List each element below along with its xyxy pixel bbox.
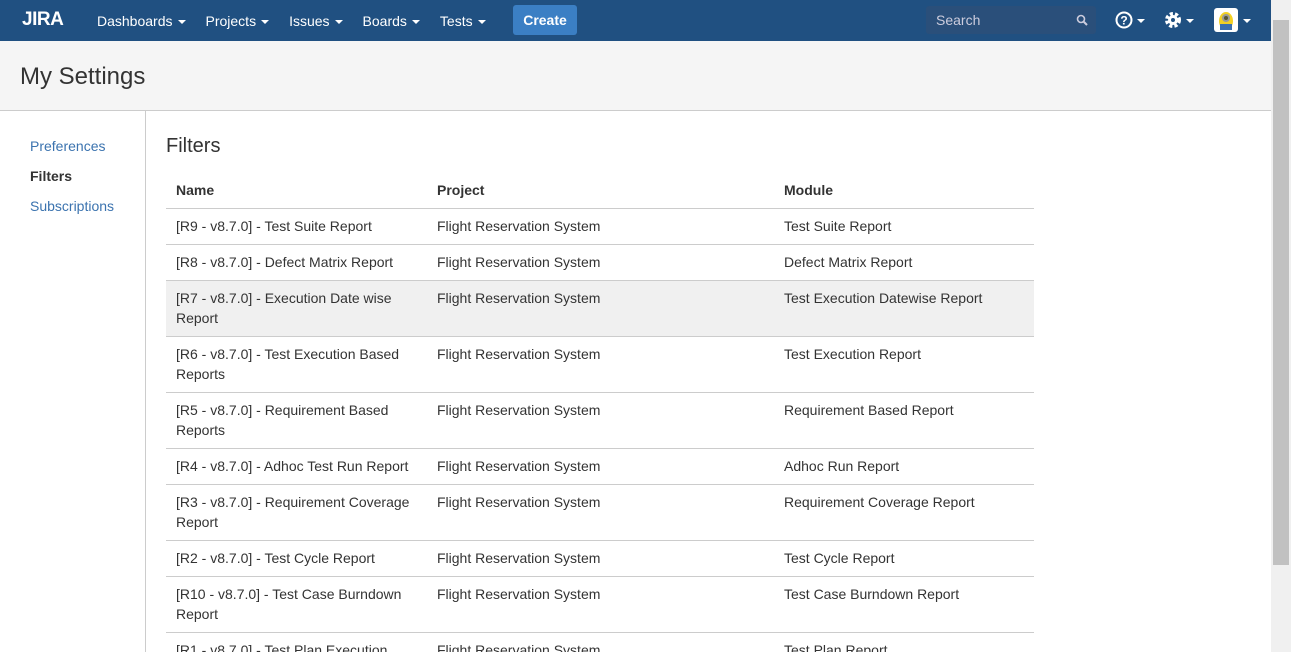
table-cell: Test Cycle Report [774,540,1034,577]
create-button[interactable]: Create [513,5,577,35]
table-cell: Defect Matrix Report [774,244,1034,281]
table-cell: Flight Reservation System [427,336,774,393]
table-cell: [R1 - v8.7.0] - Test Plan Execution [166,632,427,652]
logo[interactable]: JIRA [22,9,64,30]
table-row[interactable]: [R1 - v8.7.0] - Test Plan Execution Fligh… [166,632,1034,652]
nav-menu[interactable]: Tests [440,13,486,29]
table-cell: Test Execution Datewise Report [774,280,1034,337]
column-header: Module [774,173,1034,209]
section-title: Filters [166,135,221,157]
scroll-thumb[interactable] [1273,20,1289,565]
svg-text:?: ? [1120,14,1127,28]
table-row[interactable]: [R8 - v8.7.0] - Defect Matrix Report Flig… [166,244,1034,281]
table-cell: [R7 - v8.7.0] - Execution Date wise Repo… [166,280,427,337]
table-cell: Adhoc Run Report [774,448,1034,485]
table-cell: Test Case Burndown Report [774,576,1034,633]
table-row[interactable]: [R5 - v8.7.0] - Requirement Based Report… [166,392,1034,449]
nav-menu[interactable]: Issues [289,13,342,29]
top-nav: JIRA Dashboards Projects Issues Boards Tests… [0,0,1271,41]
table-row[interactable]: [R9 - v8.7.0] - Test Suite Report Flight … [166,208,1034,245]
table-cell: [R6 - v8.7.0] - Test Execution Based Rep… [166,336,427,393]
table-cell: [R10 - v8.7.0] - Test Case Burndown Repo… [166,576,427,633]
table-row[interactable]: [R6 - v8.7.0] - Test Execution Based Rep… [166,336,1034,393]
table-cell: Flight Reservation System [427,280,774,337]
table-cell: Flight Reservation System [427,392,774,449]
table-cell: Flight Reservation System [427,448,774,485]
scrollbar[interactable] [1271,0,1291,652]
table-cell: Flight Reservation System [427,208,774,245]
table-cell: Requirement Coverage Report [774,484,1034,541]
table-cell: Test Plan Report [774,632,1034,652]
table-cell: [R8 - v8.7.0] - Defect Matrix Report [166,244,427,281]
sidebar-link[interactable]: Subscriptions [30,198,115,214]
page-title: My Settings [20,63,146,90]
menu-bar: Dashboards Projects Issues Boards Tests [97,0,506,41]
table-cell: [R9 - v8.7.0] - Test Suite Report [166,208,427,245]
filters-table: Name Project Module [R9 - v8.7.0] - Test S… [166,173,1034,652]
table-cell: Flight Reservation System [427,576,774,633]
column-header: Project [427,173,774,209]
search-placeholder: Search [936,12,981,28]
search-icon [1076,14,1088,26]
table-cell: Flight Reservation System [427,632,774,652]
table-row[interactable]: [R10 - v8.7.0] - Test Case Burndown Repo… [166,576,1034,633]
table-cell: Test Execution Report [774,336,1034,393]
nav-menu[interactable]: Projects [206,13,270,29]
table-row[interactable]: [R4 - v8.7.0] - Adhoc Test Run Report Fli… [166,448,1034,485]
sidebar-link[interactable]: Filters [30,168,73,184]
table-cell: [R2 - v8.7.0] - Test Cycle Report [166,540,427,577]
table-cell: [R3 - v8.7.0] - Requirement Coverage Rep… [166,484,427,541]
help-icon[interactable]: ? [1114,10,1148,30]
table-cell: Requirement Based Report [774,392,1034,449]
table-cell: Flight Reservation System [427,540,774,577]
table-cell: [R4 - v8.7.0] - Adhoc Test Run Report [166,448,427,485]
table-cell: Flight Reservation System [427,484,774,541]
nav-menu[interactable]: Boards [363,13,420,29]
search-box[interactable]: Search [926,6,1096,34]
nav-menu[interactable]: Dashboards [97,13,186,29]
page-header: My Settings [0,41,1271,111]
table-row[interactable]: [R3 - v8.7.0] - Requirement Coverage Rep… [166,484,1034,541]
table-cell: Test Suite Report [774,208,1034,245]
table-cell: [R5 - v8.7.0] - Requirement Based Report… [166,392,427,449]
sidebar-link[interactable]: Preferences [30,138,106,154]
table-row[interactable]: [R2 - v8.7.0] - Test Cycle Report Flight … [166,540,1034,577]
settings-icon[interactable] [1163,10,1197,30]
table-cell: Flight Reservation System [427,244,774,281]
column-header: Name [166,173,427,209]
header-row: Name Project Module [166,173,1034,209]
table-row[interactable]: [R7 - v8.7.0] - Execution Date wise Repo… [166,280,1034,337]
avatar[interactable] [1214,8,1254,32]
sidebar: Preferences Filters Subscriptions [0,111,146,652]
